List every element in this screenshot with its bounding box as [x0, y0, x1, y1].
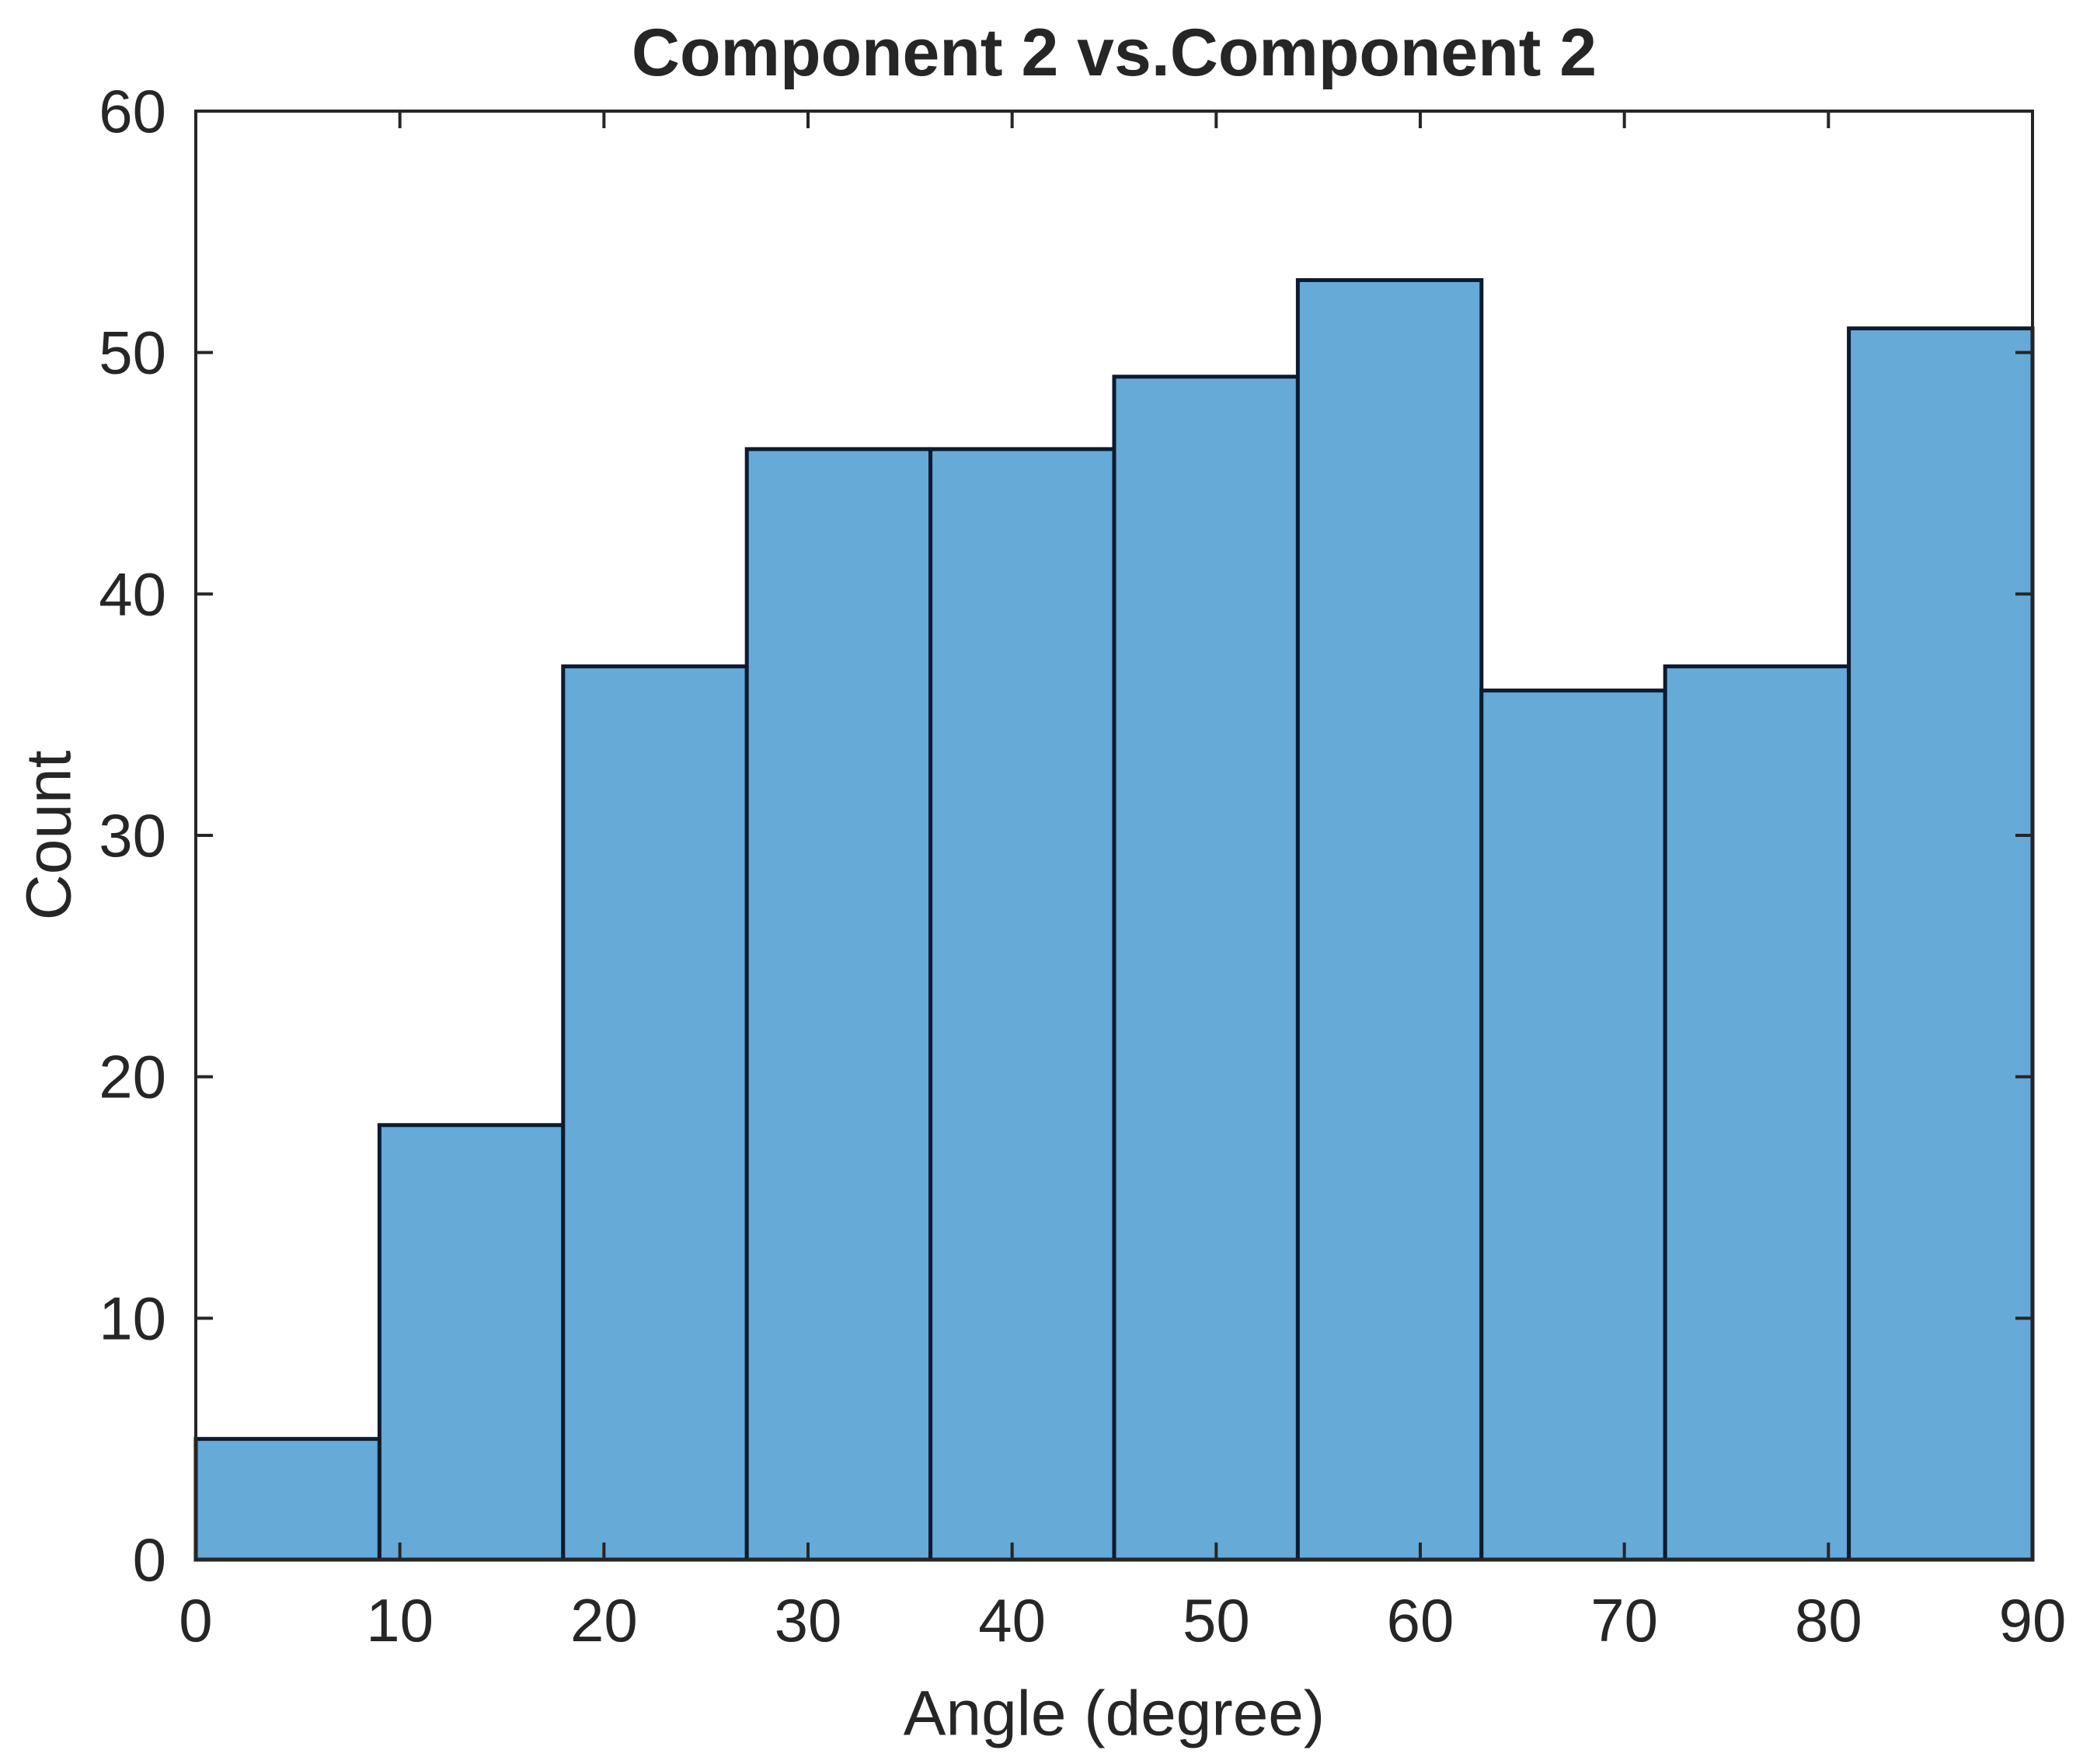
x-tick-label: 60	[1387, 1586, 1454, 1654]
y-tick-label: 60	[99, 77, 166, 145]
x-tick-label: 80	[1795, 1586, 1862, 1654]
y-tick-label: 40	[99, 560, 166, 628]
histogram-bar	[928, 447, 1116, 1562]
histogram-bar	[377, 1123, 566, 1562]
x-tick-label: 10	[366, 1586, 434, 1654]
x-tick-label: 90	[1999, 1586, 2067, 1654]
histogram-bar	[1295, 277, 1484, 1562]
axes-group	[194, 110, 2034, 1561]
histogram-bar	[561, 664, 749, 1562]
x-tick-label: 0	[179, 1586, 212, 1654]
histogram-bar	[193, 1437, 381, 1562]
tick-labels-group: 0 10 20 30 40 50 60 70 80 90 0 10 20 30 40 50 60	[99, 77, 2066, 1654]
x-tick-label: 20	[570, 1586, 638, 1654]
y-tick-label: 0	[133, 1525, 166, 1594]
y-tick-label: 10	[99, 1284, 166, 1352]
bars-group	[193, 277, 2035, 1562]
histogram-bar	[1847, 326, 2035, 1562]
x-axis-label: Angle (degree)	[904, 1679, 1325, 1749]
x-tick-label: 40	[978, 1586, 1046, 1654]
y-tick-label: 30	[99, 801, 166, 870]
x-tick-label: 50	[1183, 1586, 1250, 1654]
x-tick-label: 30	[775, 1586, 842, 1654]
histogram-bar	[1663, 664, 1851, 1562]
y-tick-label: 20	[99, 1043, 166, 1111]
histogram-bar	[1112, 375, 1300, 1562]
chart-title: Component 2 vs.Component 2	[632, 16, 1597, 90]
histogram-bar	[1479, 689, 1667, 1562]
histogram-bar	[744, 447, 933, 1562]
x-tick-label: 70	[1590, 1586, 1658, 1654]
y-tick-label: 50	[99, 319, 166, 387]
y-axis-label: Count	[14, 750, 85, 920]
